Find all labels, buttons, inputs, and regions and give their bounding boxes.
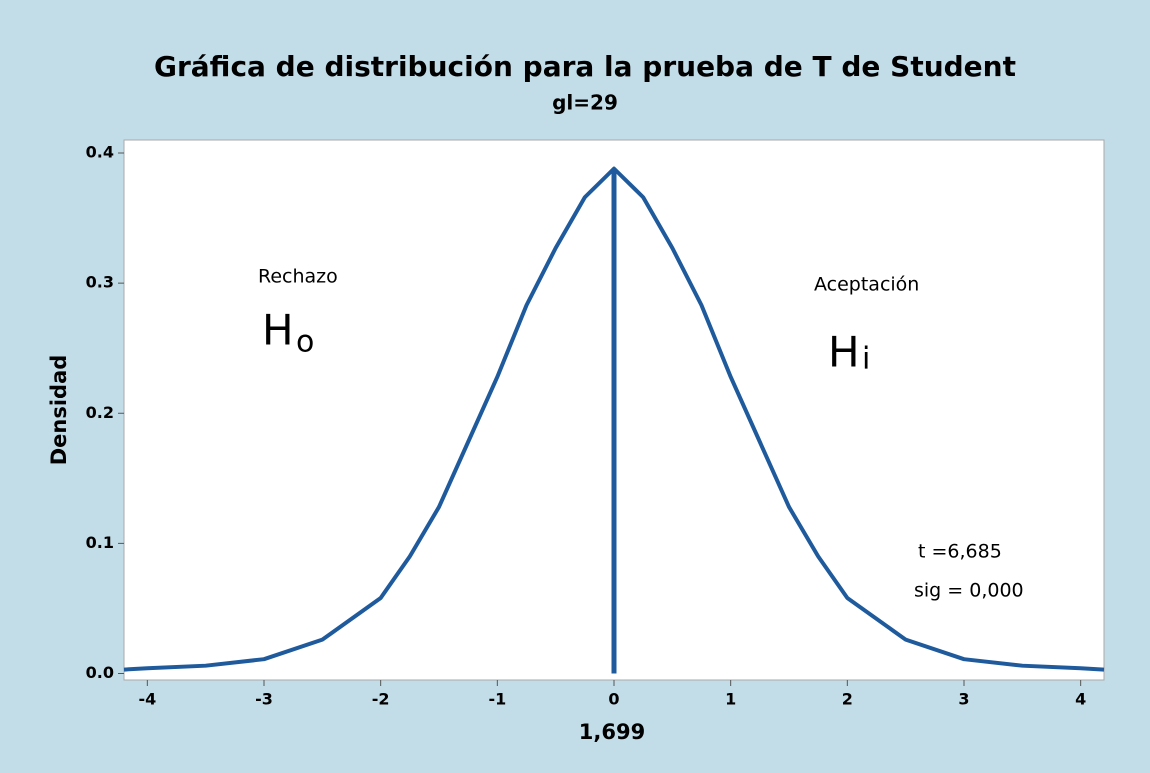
annotation: Aceptación bbox=[814, 274, 919, 296]
y-tick-label: 0.2 bbox=[86, 403, 114, 422]
annotation: H bbox=[828, 328, 860, 377]
x-tick-label: 4 bbox=[1075, 690, 1086, 709]
x-tick-label: 0 bbox=[608, 690, 619, 709]
x-tick-label: 1 bbox=[725, 690, 736, 709]
x-tick-label: -4 bbox=[138, 690, 156, 709]
y-tick-label: 0.3 bbox=[86, 273, 114, 292]
annotation: sig = 0,000 bbox=[914, 580, 1024, 602]
y-axis-label: Densidad bbox=[47, 355, 71, 466]
annotation: t =6,685 bbox=[918, 541, 1002, 563]
y-tick-label: 0.1 bbox=[86, 533, 114, 552]
x-tick-label: 2 bbox=[842, 690, 853, 709]
annotation: H bbox=[262, 306, 294, 355]
x-tick-label: -3 bbox=[255, 690, 273, 709]
y-tick-label: 0.4 bbox=[86, 143, 114, 162]
chart-title: Gráfica de distribución para la prueba d… bbox=[154, 50, 1016, 83]
x-tick-label: -1 bbox=[488, 690, 506, 709]
annotation: Rechazo bbox=[258, 266, 338, 288]
x-tick-label: 3 bbox=[958, 690, 969, 709]
y-tick-label: 0.0 bbox=[86, 663, 114, 682]
chart-subtitle: gl=29 bbox=[552, 91, 618, 115]
annotation: i bbox=[862, 342, 870, 377]
annotation: o bbox=[296, 325, 314, 360]
x-axis-label: 1,699 bbox=[579, 720, 645, 744]
x-tick-label: -2 bbox=[372, 690, 390, 709]
